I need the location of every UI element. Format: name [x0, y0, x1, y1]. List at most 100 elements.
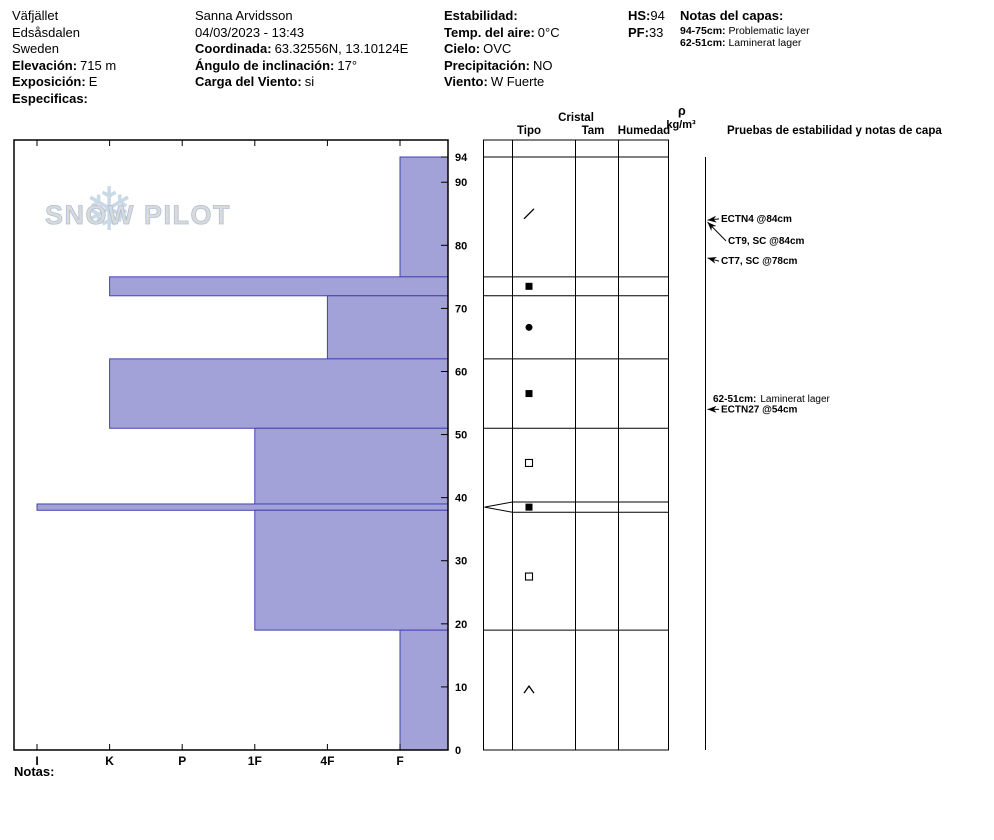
tam-header: Tam [582, 125, 605, 137]
air-temp-label: Temp. del aire: [444, 24, 535, 40]
depth-tick-label: 80 [455, 240, 467, 252]
conditions-block: Estabilidad: Temp. del aire: 0°C Cielo: OV… [444, 8, 560, 91]
site-name: Väfjället [12, 8, 59, 23]
layer-note-text: Laminerat lager [728, 36, 802, 49]
stability-label: Estabilidad: [444, 8, 518, 23]
stability-test-arrow [707, 256, 720, 264]
slope-angle-value: 17° [337, 57, 358, 73]
layer-bar-94-75cm [399, 156, 449, 278]
stability-test-arrow [707, 221, 727, 242]
aspect-value: E [88, 74, 98, 90]
pf-row: PF:33 [628, 25, 665, 42]
pf-label: PF: [628, 24, 649, 40]
slope-angle-row: Ángulo de inclinación: 17° [195, 58, 408, 75]
stability-test-label: ECTN4 @84cm [721, 214, 792, 225]
elevation-label: Elevación: [12, 57, 78, 73]
snowflake-icon: ❄ [84, 176, 134, 243]
depth-tick-label: 30 [455, 556, 467, 568]
wind-loading-label: Carga del Viento: [195, 74, 302, 90]
hardness-tick-label: K [105, 754, 114, 768]
hs-value: 94 [650, 8, 665, 23]
stability-row: Estabilidad: [444, 8, 560, 25]
aspect-row: Exposición: E [12, 74, 116, 91]
wind-loading-row: Carga del Viento: si [195, 74, 408, 91]
hs-row: HS:94 [628, 8, 665, 25]
stability-test-label: CT7, SC @78cm [721, 256, 798, 267]
sky-value: OVC [483, 41, 512, 57]
layer-bar-51-39cm [254, 427, 449, 505]
elevation-row: Elevación: 715 m [12, 58, 116, 75]
hardness-tick-label: I [35, 754, 38, 768]
layer-note-annotation: 62-51cm: Laminerat lager [713, 394, 831, 405]
density-unit-header: kg/m³ [666, 119, 696, 131]
density-symbol-header: ρ [678, 104, 686, 118]
hardness-tick-label: 4F [320, 754, 334, 768]
snowpilot-logo-text: SNOW PILOT [45, 200, 231, 230]
sky-label: Cielo: [444, 41, 481, 57]
depth-tick-label: 10 [455, 682, 467, 694]
depth-tick-label: 90 [455, 177, 467, 189]
pf-value: 33 [648, 24, 664, 40]
layer-notes-block: Notas del capas: 94-75cm: Problematic la… [680, 8, 810, 49]
hs-label: HS: [628, 8, 651, 23]
hardness-chart-frame [13, 139, 449, 751]
stability-test-label: ECTN27 @54cm [721, 404, 798, 415]
layer-note-range: 94-75cm: [680, 24, 726, 37]
coordinates-row: Coordinada: 63.32556N, 13.10124E [195, 41, 408, 58]
air-temp-value: 0°C [537, 24, 560, 40]
specifics-row: Especificas: [12, 91, 116, 108]
layer-notes-title: Notas del capas: [680, 8, 784, 23]
grain-symbol-caret [523, 684, 535, 694]
layer-bar-75-72cm [109, 276, 449, 297]
layer-bar-62-51cm [109, 358, 449, 429]
depth-tick-label: 70 [455, 303, 467, 315]
site-area: Edsåsdalen [12, 24, 80, 40]
grain-symbol-square-filled [525, 390, 533, 398]
location-block: Väfjället Edsåsdalen Sweden Elevación: 71… [12, 8, 116, 108]
grain-symbol-slash [523, 208, 535, 220]
depth-tick-label: 94 [455, 152, 468, 164]
grain-symbol-square-open [524, 572, 534, 581]
wind-value: W Fuerte [490, 74, 545, 90]
depth-tick-label: 40 [455, 493, 467, 505]
layer-note-range: 62-51cm: [680, 36, 726, 49]
depth-tick-label: 20 [455, 619, 467, 631]
notes-label: Notas: [14, 764, 55, 779]
totals-block: HS:94 PF:33 [628, 8, 665, 41]
hardness-tick-label: F [396, 754, 403, 768]
cristal-header: Cristal [558, 112, 594, 124]
slope-angle-label: Ángulo de inclinación: [195, 57, 335, 73]
site-country: Sweden [12, 41, 59, 57]
depth-tick-label: 50 [455, 430, 467, 442]
observer-block: Sanna Arvidsson 04/03/2023 - 13:43 Coord… [195, 8, 408, 91]
precip-label: Precipitación: [444, 57, 530, 73]
stability-test-arrow [707, 215, 720, 223]
layer-bar-39-38cm [36, 503, 449, 511]
hardness-tick-label: 1F [248, 754, 262, 768]
humedad-header: Humedad [618, 125, 670, 137]
layer-bar-38-19cm [254, 509, 449, 631]
depth-tick-label: 60 [455, 366, 467, 378]
grain-symbol-square-filled [525, 503, 533, 511]
grain-symbol-circle-filled [525, 323, 533, 331]
observer-name: Sanna Arvidsson [195, 8, 293, 23]
depth-tick-label: 0 [455, 745, 461, 757]
layer-bar-19-0cm [399, 629, 449, 751]
specifics-label: Especificas: [12, 90, 88, 106]
precip-row: Precipitación: NO [444, 58, 560, 75]
thin-layer-flag [484, 506, 513, 513]
tests-header: Pruebas de estabilidad y notas de capa [727, 125, 942, 137]
grain-symbol-square-open [524, 458, 534, 468]
aspect-label: Exposición: [12, 74, 86, 90]
thin-layer-flag [484, 501, 513, 508]
elevation-value: 715 m [80, 57, 117, 73]
layer-note: 94-75cm: Problematic layer [680, 25, 810, 37]
wind-row: Viento: W Fuerte [444, 74, 560, 91]
wind-label: Viento: [444, 74, 488, 90]
layer-note: 62-51cm: Laminerat lager [680, 37, 810, 49]
observation-datetime: 04/03/2023 - 13:43 [195, 24, 305, 40]
hardness-tick-label: P [178, 754, 186, 768]
tipo-header: Tipo [517, 125, 541, 137]
